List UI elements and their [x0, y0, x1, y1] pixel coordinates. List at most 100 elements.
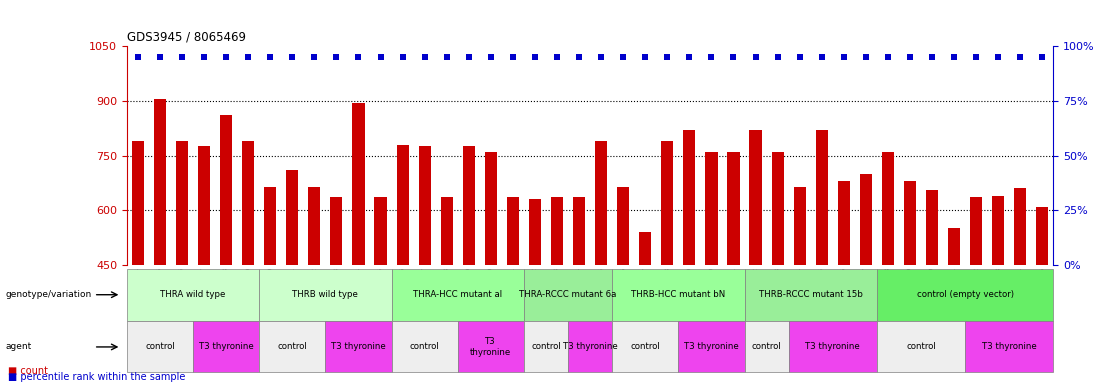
Point [372, 54, 389, 60]
Point [394, 54, 411, 60]
Point [526, 54, 544, 60]
Bar [838, 181, 849, 384]
Text: ■ count: ■ count [8, 366, 47, 376]
Text: agent: agent [6, 343, 32, 351]
Bar [243, 141, 254, 384]
Text: THRB-RCCC mutant 15b: THRB-RCCC mutant 15b [759, 290, 863, 299]
Point [438, 54, 456, 60]
Bar [683, 130, 696, 384]
Text: THRA-HCC mutant al: THRA-HCC mutant al [414, 290, 502, 299]
Point [239, 54, 257, 60]
Bar [154, 99, 167, 384]
Point [901, 54, 919, 60]
Bar [529, 199, 542, 384]
Point [592, 54, 610, 60]
Text: T3
thyronine: T3 thyronine [470, 337, 512, 357]
Bar [860, 174, 871, 384]
Text: control: control [410, 343, 439, 351]
Text: control: control [631, 343, 660, 351]
Point [1034, 54, 1051, 60]
Point [769, 54, 786, 60]
Point [945, 54, 963, 60]
Text: control: control [278, 343, 307, 351]
Bar [199, 146, 210, 384]
Point [791, 54, 808, 60]
Bar [484, 152, 496, 384]
Point [681, 54, 698, 60]
Point [217, 54, 235, 60]
Bar [374, 197, 386, 384]
Bar [175, 141, 188, 384]
Bar [507, 197, 518, 384]
Bar [618, 187, 629, 384]
Point [548, 54, 566, 60]
Point [923, 54, 941, 60]
Bar [728, 152, 739, 384]
Text: GDS3945 / 8065469: GDS3945 / 8065469 [127, 30, 246, 43]
Bar [396, 144, 408, 384]
Bar [882, 152, 893, 384]
Text: THRA-RCCC mutant 6a: THRA-RCCC mutant 6a [520, 290, 617, 299]
Text: control: control [532, 343, 560, 351]
Text: T3 thyronine: T3 thyronine [982, 343, 1037, 351]
Point [725, 54, 742, 60]
Text: T3 thyronine: T3 thyronine [684, 343, 739, 351]
Point [967, 54, 985, 60]
Point [195, 54, 213, 60]
Point [658, 54, 676, 60]
Bar [925, 190, 938, 384]
Point [636, 54, 654, 60]
Bar [287, 170, 298, 384]
Bar [772, 152, 783, 384]
Point [747, 54, 764, 60]
Point [173, 54, 191, 60]
Bar [949, 228, 960, 384]
Point [283, 54, 301, 60]
Point [151, 54, 169, 60]
Bar [550, 197, 563, 384]
Bar [308, 187, 321, 384]
Bar [971, 197, 982, 384]
Text: T3 thyronine: T3 thyronine [199, 343, 254, 351]
Text: genotype/variation: genotype/variation [6, 290, 92, 299]
Point [261, 54, 279, 60]
Point [614, 54, 632, 60]
Text: T3 thyronine: T3 thyronine [563, 343, 618, 351]
Text: control: control [752, 343, 781, 351]
Point [460, 54, 478, 60]
Point [857, 54, 875, 60]
Point [482, 54, 500, 60]
Point [1011, 54, 1029, 60]
Bar [574, 197, 586, 384]
Bar [993, 195, 1004, 384]
Bar [662, 141, 673, 384]
Text: control (empty vector): control (empty vector) [917, 290, 1014, 299]
Bar [750, 130, 762, 384]
Text: T3 thyronine: T3 thyronine [805, 343, 860, 351]
Point [504, 54, 522, 60]
Bar [816, 130, 827, 384]
Text: ■ percentile rank within the sample: ■ percentile rank within the sample [8, 372, 185, 382]
Bar [353, 103, 364, 384]
Bar [265, 187, 276, 384]
Point [306, 54, 323, 60]
Bar [463, 146, 474, 384]
Text: THRA wild type: THRA wild type [160, 290, 226, 299]
Bar [440, 197, 452, 384]
Bar [219, 115, 232, 384]
Bar [596, 141, 608, 384]
Point [129, 54, 147, 60]
Point [570, 54, 588, 60]
Text: control: control [907, 343, 935, 351]
Bar [1037, 207, 1049, 384]
Bar [1015, 188, 1026, 384]
Point [350, 54, 367, 60]
Point [813, 54, 831, 60]
Bar [418, 146, 430, 384]
Point [703, 54, 720, 60]
Text: T3 thyronine: T3 thyronine [331, 343, 386, 351]
Bar [330, 197, 342, 384]
Point [989, 54, 1007, 60]
Point [416, 54, 433, 60]
Point [328, 54, 345, 60]
